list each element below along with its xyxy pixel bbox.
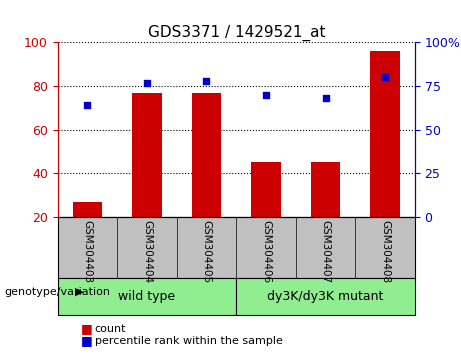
Bar <box>370 51 400 217</box>
Text: GSM304408: GSM304408 <box>380 220 390 283</box>
Title: GDS3371 / 1429521_at: GDS3371 / 1429521_at <box>148 25 325 41</box>
Point <box>143 80 151 85</box>
Text: genotype/variation: genotype/variation <box>5 287 111 297</box>
Text: ■: ■ <box>81 322 92 335</box>
Text: GSM304403: GSM304403 <box>83 220 92 283</box>
Point <box>381 75 389 80</box>
Text: GSM304405: GSM304405 <box>201 220 212 283</box>
Text: wild type: wild type <box>118 290 176 303</box>
Text: count: count <box>95 324 126 333</box>
Bar <box>192 93 221 217</box>
Point <box>84 102 91 108</box>
Bar <box>311 162 341 217</box>
Bar <box>236 278 415 315</box>
Bar <box>58 217 415 278</box>
Text: ■: ■ <box>81 334 92 347</box>
Text: GSM304404: GSM304404 <box>142 220 152 283</box>
Point <box>322 96 329 101</box>
Text: GSM304406: GSM304406 <box>261 220 271 283</box>
Bar <box>72 202 102 217</box>
Point <box>203 78 210 84</box>
Bar <box>251 162 281 217</box>
Text: ▶: ▶ <box>75 287 83 297</box>
Point <box>262 92 270 98</box>
Text: GSM304407: GSM304407 <box>320 220 331 283</box>
Bar <box>58 278 236 315</box>
Text: percentile rank within the sample: percentile rank within the sample <box>95 336 283 346</box>
Bar <box>132 93 162 217</box>
Text: dy3K/dy3K mutant: dy3K/dy3K mutant <box>267 290 384 303</box>
